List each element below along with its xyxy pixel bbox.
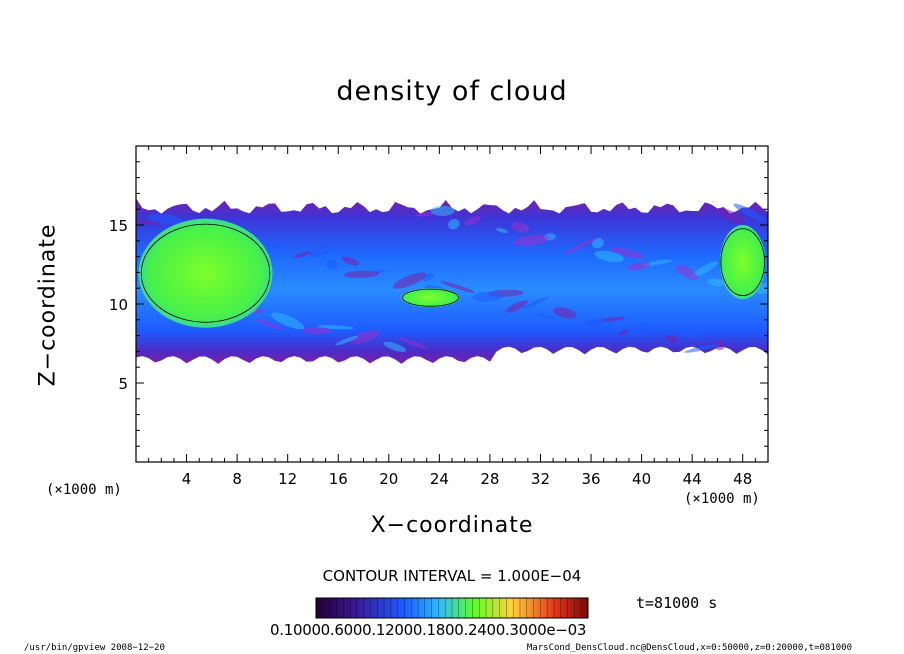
cloud-streak: [136, 219, 163, 226]
cloud-streak: [521, 296, 549, 310]
cloud-streak: [537, 313, 556, 320]
x-unit-left: (×1000 m): [46, 482, 122, 498]
cloud-streak: [136, 347, 142, 355]
x-tick-label: 44: [683, 470, 702, 488]
cloud-streak: [448, 219, 460, 230]
cloud-streak: [350, 330, 380, 344]
cloud-streak: [309, 245, 333, 258]
cloud-streak: [392, 272, 427, 289]
y-tick-label: 5: [118, 375, 128, 393]
cloud-streak: [675, 265, 698, 280]
cloud-streak: [618, 328, 630, 336]
x-unit-right: (×1000 m): [684, 491, 760, 507]
x-tick-label: 40: [632, 470, 651, 488]
footer-left: /usr/bin/gpview 2008−12−20: [24, 643, 165, 653]
cloud-streak: [343, 270, 380, 278]
cloud-streak: [341, 256, 359, 266]
footer-right: MarsCond_DensCloud.nc@DensCloud,x=0:5000…: [526, 643, 852, 653]
cloud-streak: [505, 300, 528, 313]
cloud-streak: [691, 261, 719, 277]
cloud-streak: [302, 327, 333, 335]
cloud-streak: [399, 337, 428, 350]
x-tick-label: 24: [430, 470, 449, 488]
cloud-streak: [415, 212, 434, 217]
x-tick-label: 48: [733, 470, 752, 488]
cloud-streak: [260, 241, 285, 249]
green-core-2: [401, 288, 460, 308]
cloud-streak: [463, 215, 481, 226]
x-tick-label: 32: [531, 470, 550, 488]
cloud-streak: [634, 322, 651, 336]
x-tick-label: 12: [278, 470, 297, 488]
x-tick-label: 8: [232, 470, 242, 488]
cloud-streak: [511, 221, 530, 233]
cloud-streak: [610, 247, 646, 259]
cloud-streak: [383, 341, 407, 352]
cloud-streak: [717, 208, 745, 225]
cloud-streak: [270, 312, 305, 330]
cloud-streak: [683, 344, 720, 353]
x-tick-label: 4: [182, 470, 192, 488]
cloud-streak: [326, 259, 338, 270]
cloud-streak: [496, 228, 508, 234]
x-tick-label: 36: [581, 470, 600, 488]
contour-interval-label: CONTOUR INTERVAL = 1.000E−04: [322, 567, 582, 585]
cloud-streak: [681, 332, 700, 338]
cloud-streak: [335, 335, 358, 346]
cloud-streak: [252, 308, 264, 314]
cloud-streak: [626, 262, 651, 271]
green-core-3: [719, 225, 766, 300]
colorbar-labels: 0.10000.6000.12000.1800.2400.3000e−03: [270, 621, 587, 639]
cloud-streak: [713, 340, 726, 351]
green-core-1: [138, 218, 273, 328]
cloud-streak: [373, 268, 386, 273]
cloud-streak: [430, 205, 455, 216]
cloud-streak: [472, 291, 503, 302]
y-tick-label: 10: [109, 296, 128, 314]
cloud-streak: [585, 318, 604, 327]
time-label: t=81000 s: [636, 594, 718, 612]
x-tick-label: 28: [480, 470, 499, 488]
x-tick-label: 16: [329, 470, 348, 488]
x-axis-label: X−coordinate: [370, 513, 534, 538]
contour-line-3: [720, 228, 765, 296]
cloud-streak: [440, 281, 475, 293]
cloud-streak: [563, 238, 596, 256]
cloud-streak: [293, 251, 311, 259]
chart-title: density of cloud: [336, 76, 568, 107]
contour-line-1: [140, 223, 271, 323]
cloud-streak: [592, 237, 604, 249]
cloud-streak: [707, 278, 726, 286]
cloud-streak: [553, 307, 577, 319]
cloud-streak: [255, 318, 284, 331]
cloud-streak: [733, 203, 766, 222]
contour-line-2: [402, 288, 459, 307]
cloud-streak: [594, 250, 624, 263]
cloud-streak: [600, 316, 625, 322]
cloud-streak: [147, 213, 184, 225]
cloud-streak: [513, 234, 550, 246]
y-tick-label: 15: [109, 217, 128, 235]
x-tick-label: 20: [379, 470, 398, 488]
cloud-streak: [665, 335, 678, 343]
